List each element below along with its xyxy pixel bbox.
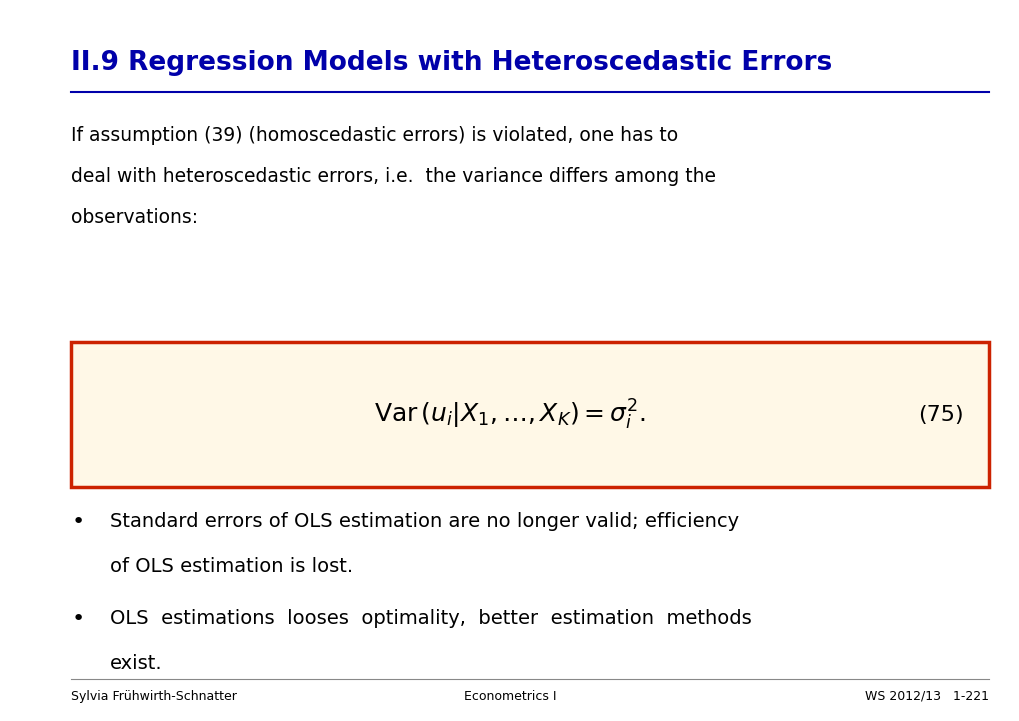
Text: $\mathrm{Var}\,(u_i|X_1,\ldots,X_K) = \sigma_i^2.$: $\mathrm{Var}\,(u_i|X_1,\ldots,X_K) = \s… — [374, 397, 645, 432]
FancyBboxPatch shape — [71, 342, 988, 487]
Text: deal with heteroscedastic errors, i.e.  the variance differs among the: deal with heteroscedastic errors, i.e. t… — [71, 167, 715, 186]
Text: •: • — [71, 609, 85, 629]
Text: II.9 Regression Models with Heteroscedastic Errors: II.9 Regression Models with Heteroscedas… — [71, 50, 832, 76]
Text: If assumption (39) (homoscedastic errors) is violated, one has to: If assumption (39) (homoscedastic errors… — [71, 126, 678, 145]
Text: observations:: observations: — [71, 208, 199, 227]
Text: of OLS estimation is lost.: of OLS estimation is lost. — [110, 557, 353, 575]
Text: •: • — [71, 512, 85, 532]
Text: Econometrics I: Econometrics I — [464, 690, 555, 703]
Text: OLS  estimations  looses  optimality,  better  estimation  methods: OLS estimations looses optimality, bette… — [110, 609, 751, 628]
Text: exist.: exist. — [110, 654, 163, 673]
Text: (75): (75) — [917, 404, 963, 425]
Text: Standard errors of OLS estimation are no longer valid; efficiency: Standard errors of OLS estimation are no… — [110, 512, 739, 531]
Text: Sylvia Frühwirth-Schnatter: Sylvia Frühwirth-Schnatter — [71, 690, 237, 703]
Text: WS 2012/13   1-221: WS 2012/13 1-221 — [864, 690, 988, 703]
